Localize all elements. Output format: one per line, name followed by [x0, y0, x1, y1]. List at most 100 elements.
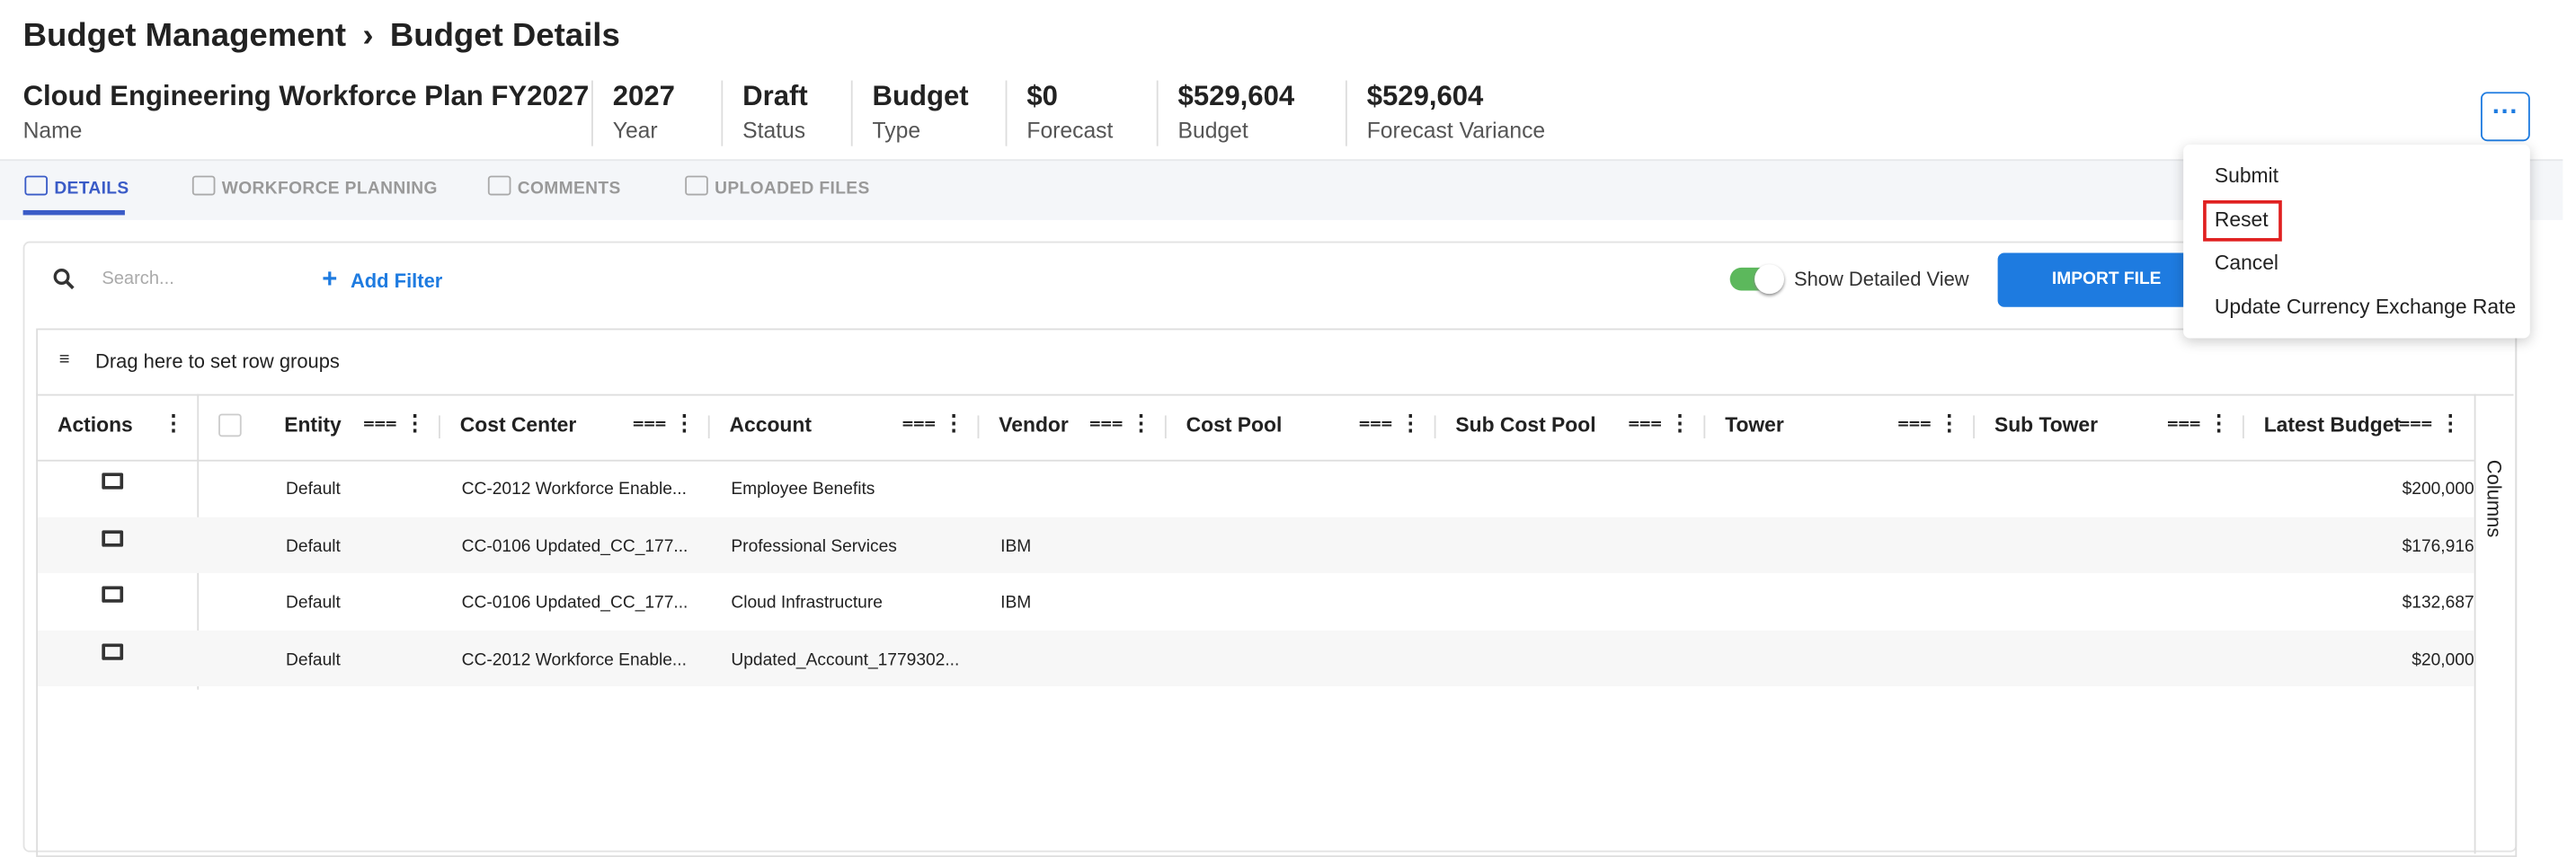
divider	[707, 415, 710, 439]
divider	[977, 415, 980, 439]
more-button[interactable]: ···	[2480, 92, 2530, 142]
row-bg	[38, 629, 2474, 687]
column-menu[interactable]: ⋮	[2207, 410, 2230, 436]
comment-icon[interactable]	[102, 529, 124, 546]
comment-icon[interactable]	[102, 586, 124, 603]
row-group-icon: ≡	[58, 349, 70, 370]
comment-icon[interactable]	[102, 642, 124, 659]
tab[interactable]: COMMENTS	[517, 179, 621, 199]
summary-label: Status	[742, 118, 806, 144]
tab[interactable]: WORKFORCE PLANNING	[221, 179, 438, 199]
summary-label: Forecast Variance	[1366, 118, 1546, 144]
column-menu[interactable]: ⋮	[2439, 410, 2462, 436]
column-header[interactable]: Actions	[57, 413, 133, 437]
divider	[36, 459, 2474, 462]
column-header[interactable]: Cost Center	[459, 413, 577, 437]
page: Budget Management › Budget Details ··· Sea…	[0, 18, 2563, 857]
divider	[439, 415, 440, 439]
tab-icon	[24, 175, 49, 196]
tab-underline	[22, 209, 125, 216]
import-button[interactable]: IMPORT FILE	[1997, 252, 2202, 307]
tab-icon	[191, 175, 216, 196]
breadcrumb-link[interactable]: Budget Management	[22, 18, 347, 55]
cell: $200,000	[2402, 479, 2474, 499]
cell: Updated_Account_1779302...	[731, 649, 960, 669]
divider	[591, 80, 593, 146]
column-header[interactable]: Sub Tower	[1994, 413, 2099, 437]
menu-item[interactable]: Reset	[2214, 208, 2269, 232]
row-bg	[38, 516, 2474, 573]
column-menu[interactable]: ⋮	[673, 410, 696, 436]
column-filter[interactable]: ⩶	[1358, 410, 1393, 434]
cell: Employee Benefits	[731, 479, 875, 499]
summary-value: Budget	[872, 80, 969, 112]
cell: Cloud Infrastructure	[731, 592, 883, 613]
cell: CC-2012 Workforce Enable...	[461, 649, 687, 669]
toggle[interactable]	[1729, 264, 1784, 295]
column-header[interactable]: Cost Pool	[1186, 413, 1283, 437]
column-header[interactable]: Sub Cost Pool	[1455, 413, 1596, 437]
column-header[interactable]: Tower	[1725, 413, 1784, 437]
divider	[1156, 80, 1159, 146]
column-filter[interactable]: ⩶	[1897, 410, 1932, 434]
column-filter[interactable]: ⩶	[2398, 410, 2433, 434]
column-filter[interactable]: ⩶	[2166, 410, 2201, 434]
column-header[interactable]: Entity	[284, 413, 342, 437]
column-menu[interactable]: ⋮	[162, 410, 184, 436]
comment-icon[interactable]	[102, 473, 124, 490]
grid	[36, 328, 2518, 857]
column-filter[interactable]: ⩶	[902, 410, 937, 434]
tab[interactable]: DETAILS	[54, 179, 129, 199]
divider	[850, 80, 853, 146]
column-header[interactable]: Latest Budget	[2263, 413, 2402, 437]
column-menu[interactable]: ⋮	[943, 410, 964, 436]
search-input[interactable]: Search...	[102, 269, 174, 289]
cell: Default	[286, 649, 341, 669]
summary-label: Type	[872, 118, 921, 144]
cell: $176,916	[2402, 535, 2474, 556]
divider	[1164, 415, 1167, 439]
column-filter[interactable]: ⩶	[632, 410, 667, 434]
cell: CC-0106 Updated_CC_177...	[461, 592, 688, 613]
breadcrumb-current: Budget Details	[389, 18, 620, 55]
column-menu[interactable]: ⋮	[1399, 410, 1422, 436]
highlight-box	[2203, 199, 2282, 242]
columns-panel-tab[interactable]: Columns	[2482, 459, 2506, 538]
column-menu[interactable]: ⋮	[1938, 410, 1960, 436]
menu-item[interactable]: Cancel	[2214, 252, 2279, 275]
divider	[36, 393, 2514, 396]
divider	[1345, 80, 1347, 146]
menu-item[interactable]: Update Currency Exchange Rate	[2214, 296, 2517, 319]
divider	[1005, 80, 1008, 146]
column-filter[interactable]: ⩶	[362, 410, 397, 434]
summary-value: Cloud Engineering Workforce Plan FY2027	[22, 80, 590, 112]
divider	[2474, 393, 2476, 854]
column-header[interactable]: Account	[729, 413, 812, 437]
divider	[2242, 415, 2244, 439]
summary-label: Year	[612, 118, 658, 144]
summary-label: Forecast	[1026, 118, 1114, 144]
summary-value: Draft	[742, 80, 808, 112]
column-menu[interactable]: ⋮	[404, 410, 426, 436]
divider	[1703, 415, 1706, 439]
tab[interactable]: UPLOADED FILES	[715, 179, 870, 199]
cell: CC-2012 Workforce Enable...	[461, 479, 687, 499]
import-label: IMPORT FILE	[2051, 269, 2162, 289]
toggle-label: Show Detailed View	[1793, 267, 1969, 291]
divider	[1434, 415, 1436, 439]
cell: Default	[286, 479, 341, 499]
column-filter[interactable]: ⩶	[1088, 410, 1124, 434]
cell: CC-0106 Updated_CC_177...	[461, 535, 688, 556]
cell: Professional Services	[731, 535, 897, 556]
column-header[interactable]: Vendor	[999, 413, 1069, 437]
cell: Default	[286, 592, 341, 613]
tab-icon	[487, 175, 511, 196]
menu-item[interactable]: Submit	[2214, 163, 2278, 188]
divider	[1973, 415, 1976, 439]
column-menu[interactable]: ⋮	[1130, 410, 1152, 436]
checkbox	[218, 413, 242, 437]
column-filter[interactable]: ⩶	[1628, 410, 1662, 434]
add-filter[interactable]: + Add Filter	[322, 266, 443, 295]
column-menu[interactable]: ⋮	[1669, 410, 1691, 436]
summary-value: $0	[1026, 80, 1058, 112]
